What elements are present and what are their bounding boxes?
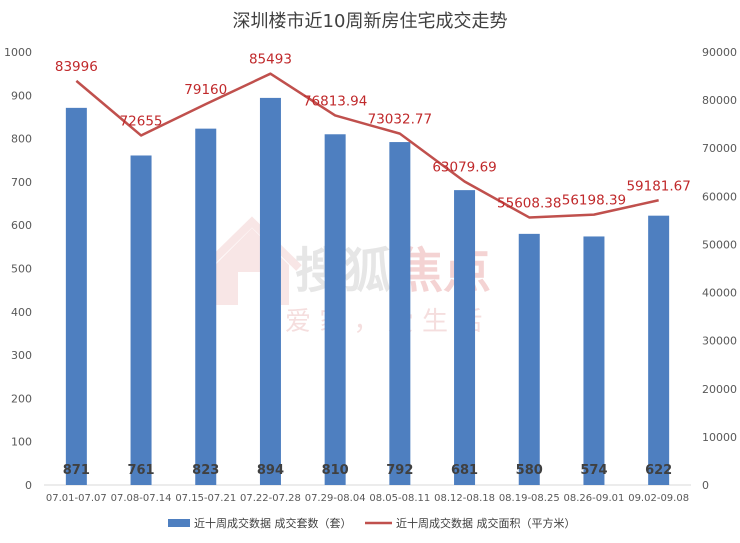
y-left-tick-label: 500 <box>11 263 32 276</box>
bar-value-label: 871 <box>63 463 90 478</box>
y-right-tick-label: 0 <box>702 479 709 492</box>
line-value-label: 83996 <box>55 59 98 75</box>
y-right-tick-label: 40000 <box>702 287 737 300</box>
y-right-tick-label: 80000 <box>702 94 737 107</box>
y-left-tick-label: 300 <box>11 349 32 362</box>
bar <box>259 97 281 485</box>
x-tick-label: 07.08-07.14 <box>111 493 172 504</box>
bar <box>518 233 540 485</box>
y-right-tick-label: 60000 <box>702 190 737 203</box>
bar <box>454 190 476 485</box>
bar <box>65 107 87 486</box>
x-tick-label: 07.15-07.21 <box>175 493 236 504</box>
legend-bar-label: 近十周成交数据 成交套数（套） <box>194 516 352 530</box>
y-left-tick-label: 700 <box>11 176 32 189</box>
bar-value-label: 761 <box>127 463 154 478</box>
bar-value-label: 823 <box>192 463 219 478</box>
x-tick-label: 08.05-08.11 <box>369 493 430 504</box>
x-tick-label: 08.26-09.01 <box>564 493 625 504</box>
bar-value-label: 810 <box>322 463 349 478</box>
bar <box>648 215 670 485</box>
bar-value-label: 580 <box>516 463 543 478</box>
bar-data-labels: 871 761 823 894 810 792 681 580 574 622 <box>63 463 672 478</box>
x-tick-label: 07.22-07.28 <box>240 493 301 504</box>
bar <box>130 155 152 485</box>
y-left-tick-label: 600 <box>11 219 32 232</box>
bar <box>324 134 346 485</box>
x-tick-label: 07.29-08.04 <box>305 493 366 504</box>
line-value-label: 63079.69 <box>432 160 496 176</box>
line-value-label: 73032.77 <box>368 112 432 128</box>
x-tick-label: 07.01-07.07 <box>46 493 107 504</box>
x-tick-label: 08.12-08.18 <box>434 493 495 504</box>
line-value-label: 72655 <box>120 113 163 129</box>
y-right-ticks: 0 10000 20000 30000 40000 50000 60000 70000 8000… <box>702 46 737 492</box>
line-value-label: 55608.38 <box>497 195 561 211</box>
y-left-tick-label: 1000 <box>4 46 32 59</box>
legend-line-label: 近十周成交数据 成交面积（平方米） <box>396 516 576 530</box>
legend: 近十周成交数据 成交套数（套） 近十周成交数据 成交面积（平方米） <box>168 516 576 530</box>
bar-value-label: 574 <box>580 463 607 478</box>
bar <box>195 128 217 486</box>
x-tick-label: 08.19-08.25 <box>499 493 560 504</box>
y-left-tick-label: 400 <box>11 306 32 319</box>
y-left-tick-label: 200 <box>11 392 32 405</box>
y-left-tick-label: 0 <box>25 479 32 492</box>
x-tick-labels: 07.01-07.07 07.08-07.14 07.15-07.21 07.22-0… <box>46 493 689 504</box>
line-value-label: 59181.67 <box>626 178 690 194</box>
y-left-ticks: 0 100 200 300 400 500 600 700 800 900 1000 <box>4 46 32 492</box>
y-right-tick-label: 90000 <box>702 46 737 59</box>
bar <box>389 142 411 485</box>
watermark-slogan: 爱 家 ， 爱 生 活 <box>285 307 482 337</box>
y-left-tick-label: 100 <box>11 436 32 449</box>
watermark-house-logo <box>202 216 302 305</box>
line-value-label: 56198.39 <box>562 193 626 209</box>
line-value-label: 76813.94 <box>303 93 367 109</box>
y-right-tick-label: 20000 <box>702 383 737 396</box>
legend-bar-swatch <box>168 519 190 527</box>
bar-value-label: 894 <box>257 463 284 478</box>
y-right-tick-label: 50000 <box>702 238 737 251</box>
bar-value-label: 622 <box>645 463 672 478</box>
watermark: 搜狐 焦点 爱 家 ， 爱 生 活 <box>202 216 491 337</box>
x-tick-label: 09.02-09.08 <box>628 493 689 504</box>
line-value-label: 79160 <box>184 82 227 98</box>
chart-title: 深圳楼市近10周新房住宅成交走势 <box>233 11 508 32</box>
y-left-tick-label: 900 <box>11 89 32 102</box>
y-left-tick-label: 800 <box>11 133 32 146</box>
line-path <box>75 72 659 219</box>
bar-value-label: 681 <box>451 463 478 478</box>
y-right-tick-label: 10000 <box>702 431 737 444</box>
bar <box>583 236 605 485</box>
bar-value-label: 792 <box>386 463 413 478</box>
y-right-tick-label: 70000 <box>702 142 737 155</box>
line-series <box>75 72 659 219</box>
bar-series <box>65 97 670 486</box>
line-value-label: 85493 <box>249 52 292 68</box>
y-right-tick-label: 30000 <box>702 335 737 348</box>
